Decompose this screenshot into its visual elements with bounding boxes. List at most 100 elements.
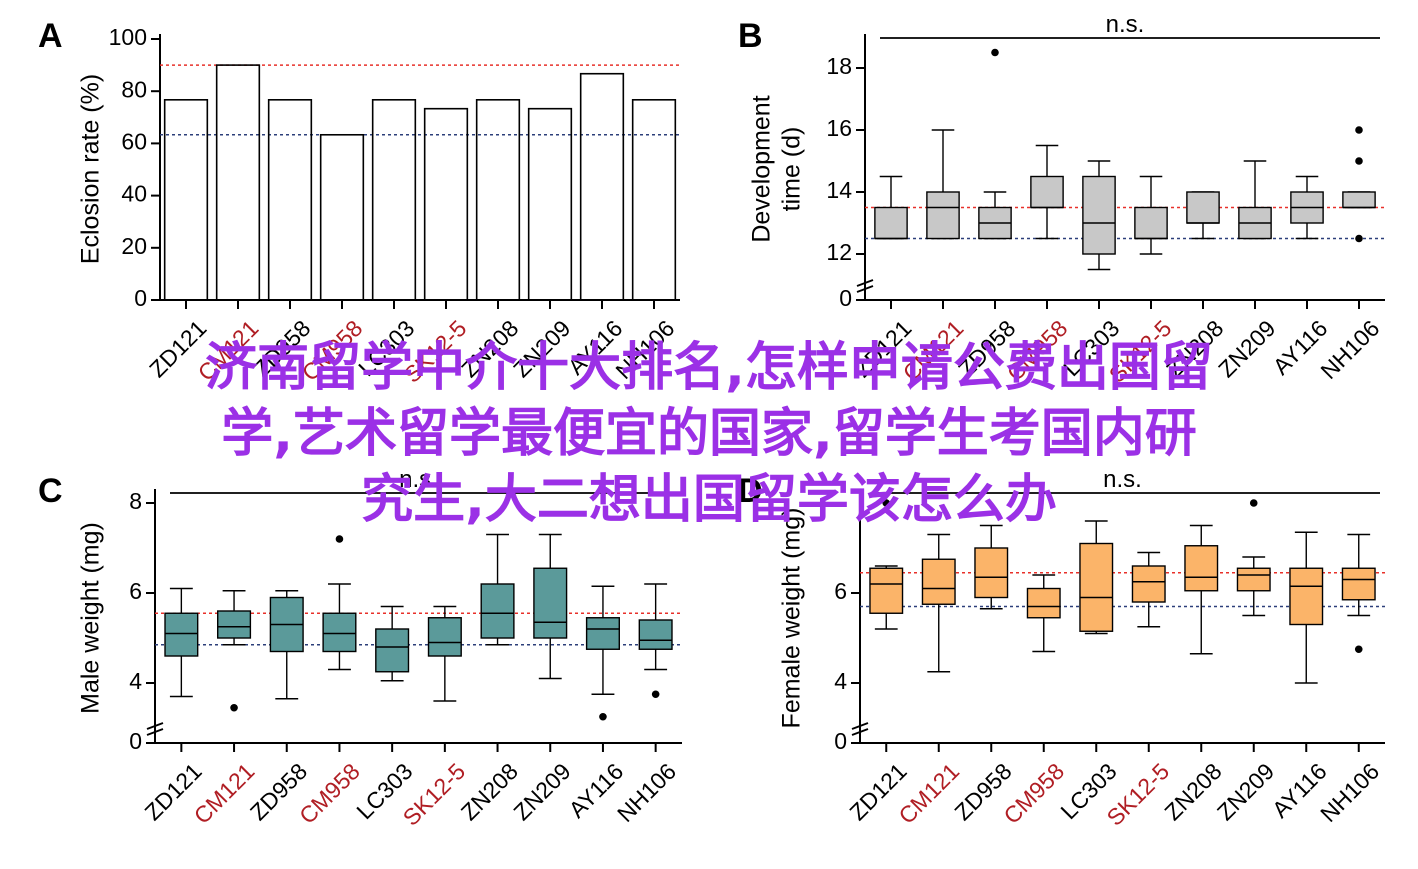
- box: [1184, 545, 1219, 592]
- x-tick-label: NH106: [612, 758, 681, 827]
- outlier-point: [882, 499, 891, 507]
- y-tick-label: 4: [129, 668, 142, 694]
- y-tick-label: 40: [121, 181, 147, 207]
- bar: [215, 64, 261, 301]
- box: [1026, 587, 1061, 619]
- y-axis-label: Development: [748, 95, 776, 242]
- x-tick-label: CM121: [189, 758, 260, 829]
- x-tick-label: CM958: [998, 758, 1069, 829]
- box: [638, 619, 673, 650]
- axis-break: [851, 728, 869, 736]
- bar: [631, 99, 677, 301]
- y-tick-label: 100: [109, 24, 147, 50]
- y-tick-label: 18: [826, 53, 852, 79]
- x-tick-label: ZN209: [1212, 758, 1279, 825]
- x-tick-label: ZN209: [508, 315, 575, 382]
- y-tick-label: 0: [134, 285, 147, 311]
- box: [217, 610, 252, 639]
- bar: [319, 133, 365, 301]
- y-tick-label: 4: [834, 668, 847, 694]
- axis-break: [856, 285, 874, 293]
- outlier-point: [1355, 157, 1363, 165]
- y-tick-label: 6: [129, 578, 142, 604]
- box: [533, 567, 568, 639]
- x-tick-label: NH106: [610, 315, 679, 384]
- bar: [527, 107, 573, 301]
- axis-break: [856, 279, 874, 287]
- box: [1079, 542, 1114, 632]
- y-tick-label: 8: [129, 488, 142, 514]
- bar: [475, 99, 521, 301]
- box: [874, 206, 908, 240]
- axis-break: [146, 722, 164, 730]
- y-tick-label: 0: [129, 728, 142, 754]
- box: [375, 628, 410, 673]
- significance-label: n.s.: [1106, 11, 1145, 38]
- box: [164, 612, 199, 657]
- x-tick-label: ZN208: [456, 315, 523, 382]
- y-axis-label: Female weight (mg): [778, 508, 806, 729]
- outlier-point: [599, 712, 607, 721]
- y-tick-label: 0: [834, 728, 847, 754]
- x-tick-label: ZN209: [508, 758, 575, 825]
- box: [921, 558, 956, 605]
- significance-label: n.s.: [399, 466, 438, 493]
- y-axis-label: Male weight (mg): [77, 522, 105, 714]
- box: [974, 547, 1009, 599]
- box: [1082, 175, 1116, 255]
- axis-break: [146, 728, 164, 736]
- bar: [371, 99, 417, 301]
- box: [1131, 565, 1166, 603]
- y-tick-label: 60: [121, 128, 147, 154]
- y-tick-label: 12: [826, 239, 852, 265]
- box: [585, 617, 620, 650]
- panel-label: B: [738, 17, 763, 55]
- box: [1342, 191, 1376, 209]
- box: [480, 583, 515, 639]
- panel-label: C: [38, 472, 63, 510]
- panel-label: A: [38, 17, 63, 55]
- y-tick-label: 6: [834, 578, 847, 604]
- box: [427, 617, 462, 657]
- outlier-point: [230, 703, 238, 712]
- box: [869, 567, 904, 614]
- box: [1289, 567, 1324, 626]
- bar: [267, 99, 313, 301]
- outlier-point: [335, 535, 344, 543]
- x-tick-label: NH106: [1315, 758, 1384, 827]
- x-tick-label: NH106: [1315, 315, 1384, 384]
- x-tick-label: ZN208: [456, 758, 523, 825]
- x-tick-label: CM958: [294, 758, 365, 829]
- bar: [163, 99, 209, 301]
- outlier-point: [991, 48, 999, 57]
- box: [1134, 206, 1168, 240]
- bar: [579, 72, 625, 301]
- box: [926, 191, 960, 240]
- x-tick-label: ZN209: [1213, 315, 1280, 382]
- significance-label: n.s.: [1103, 466, 1142, 493]
- x-tick-label: ZN208: [1159, 758, 1226, 825]
- outlier-point: [1355, 234, 1363, 243]
- outlier-point: [1249, 499, 1258, 507]
- y-axis-label: time (d): [778, 127, 806, 212]
- box: [1186, 191, 1220, 224]
- y-tick-label: 80: [121, 76, 147, 102]
- box: [322, 612, 357, 653]
- outlier-point: [1355, 126, 1363, 134]
- box: [1030, 175, 1064, 209]
- outlier-point: [651, 690, 660, 699]
- y-tick-label: 20: [121, 233, 147, 259]
- x-tick-label: ZN208: [1161, 315, 1228, 382]
- y-tick-label: 16: [826, 115, 852, 141]
- outlier-point: [1354, 645, 1363, 654]
- x-tick-label: CM121: [893, 758, 964, 829]
- box: [1236, 567, 1271, 592]
- y-tick-label: 14: [826, 177, 852, 203]
- y-axis-label: Eclosion rate (%): [77, 74, 105, 264]
- y-tick-label: 0: [839, 285, 852, 311]
